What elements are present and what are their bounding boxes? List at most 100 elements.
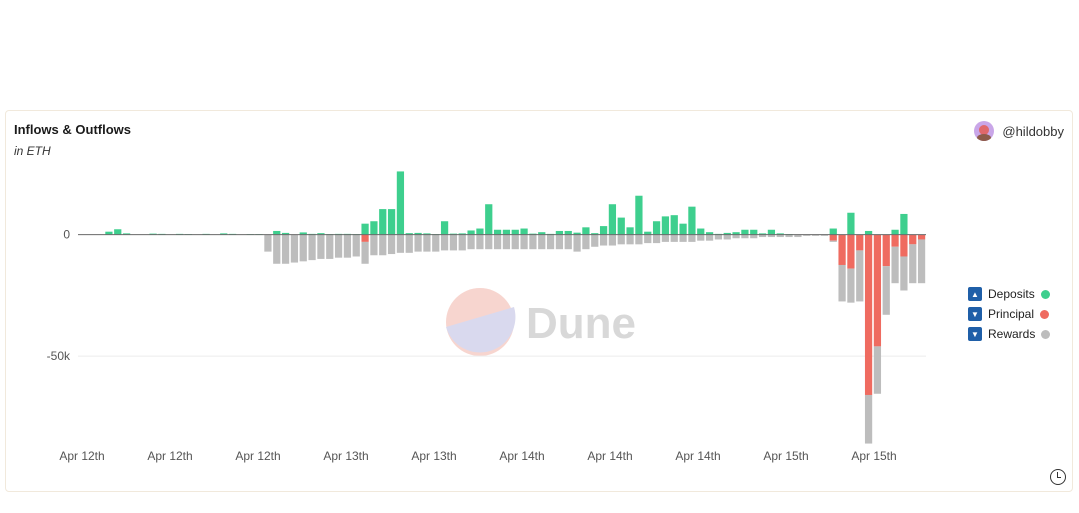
- bar-rewards: [334, 234, 343, 258]
- bar-rewards: [352, 234, 360, 257]
- bar-deposits: [273, 230, 281, 235]
- bar-rewards: [343, 234, 352, 258]
- bar-rewards: [264, 234, 272, 252]
- bar-rewards: [414, 234, 422, 252]
- bar-rewards: [467, 234, 475, 250]
- bar-rewards: [811, 234, 820, 236]
- bar-rewards: [370, 234, 378, 256]
- bar-deposits: [582, 227, 590, 235]
- x-tick-label: Apr 12th: [59, 449, 104, 463]
- bar-deposits: [564, 230, 572, 235]
- bar-rewards: [396, 234, 405, 253]
- bar-rewards: [573, 234, 581, 252]
- bar-deposits: [591, 233, 599, 235]
- bar-rewards: [873, 346, 882, 394]
- bar-principal: [882, 234, 890, 267]
- bar-rewards: [290, 234, 299, 263]
- legend-swatch: [1040, 309, 1050, 319]
- bar-rewards: [635, 234, 643, 245]
- bar-rewards: [847, 268, 855, 303]
- bar-deposits: [697, 228, 705, 235]
- bar-deposits: [679, 223, 687, 235]
- bar-rewards: [820, 234, 829, 236]
- y-tick-label: -50k: [47, 349, 71, 363]
- bar-rewards: [308, 234, 316, 261]
- bar-deposits: [758, 233, 767, 235]
- bar-rewards: [458, 234, 466, 251]
- bar-rewards: [652, 234, 661, 244]
- bar-rewards: [423, 234, 431, 252]
- bar-principal: [909, 234, 917, 245]
- bar-rewards: [758, 234, 767, 238]
- bar-rewards: [591, 234, 599, 247]
- bar-deposits: [864, 230, 873, 235]
- bar-principal: [829, 234, 837, 241]
- bar-deposits: [476, 228, 484, 235]
- chart-card: Inflows & Outflows in ETH @hildobby Dune…: [5, 110, 1073, 492]
- legend-item-principal[interactable]: ▼ Principal: [968, 304, 1050, 324]
- bar-rewards: [679, 234, 687, 242]
- bar-rewards: [476, 234, 484, 250]
- bar-deposits: [900, 213, 908, 235]
- bar-chart: Dune 0 -50k Apr 12th Apr 12th Apr 12th Apr 13t…: [47, 171, 926, 463]
- bar-deposits: [829, 228, 837, 235]
- bar-principal: [864, 234, 873, 395]
- bar-deposits: [387, 209, 396, 235]
- bar-deposits: [440, 221, 449, 235]
- bar-principal: [917, 234, 926, 240]
- bar-deposits: [847, 212, 855, 235]
- legend-swatch: [1041, 329, 1051, 339]
- bar-deposits: [361, 223, 369, 235]
- bar-rewards: [387, 234, 396, 255]
- bar-deposits: [741, 229, 749, 235]
- bar-deposits: [750, 229, 758, 235]
- bar-principal: [856, 234, 864, 251]
- bar-deposits: [511, 229, 519, 235]
- bar-rewards: [661, 234, 670, 242]
- bar-rewards: [803, 234, 811, 236]
- bar-rewards: [705, 234, 714, 241]
- x-tick-label: Apr 13th: [411, 449, 456, 463]
- bar-rewards: [697, 234, 705, 241]
- bar-deposits: [467, 230, 475, 235]
- bar-rewards: [732, 234, 740, 239]
- bar-rewards: [617, 234, 625, 245]
- watermark-text: Dune: [526, 299, 636, 348]
- clock-icon[interactable]: [1050, 469, 1066, 485]
- x-tick-label: Apr 14th: [499, 449, 544, 463]
- bar-rewards: [714, 234, 723, 240]
- bar-deposits: [114, 229, 122, 235]
- bar-rewards: [273, 234, 281, 264]
- bar-rewards: [909, 244, 917, 284]
- bar-rewards: [529, 234, 537, 250]
- bar-rewards: [917, 239, 926, 284]
- bar-deposits: [379, 209, 387, 235]
- arrow-down-icon[interactable]: ▼: [968, 307, 982, 321]
- bar-rewards: [750, 234, 758, 239]
- bar-rewards: [546, 234, 555, 250]
- legend-item-rewards[interactable]: ▼ Rewards: [968, 324, 1051, 344]
- bar-deposits: [644, 231, 652, 235]
- bar-rewards: [379, 234, 387, 256]
- author-link[interactable]: @hildobby: [974, 121, 1064, 141]
- x-tick-label: Apr 14th: [587, 449, 632, 463]
- bar-rewards: [599, 234, 608, 246]
- arrow-up-icon[interactable]: ▲: [968, 287, 982, 301]
- bar-rewards: [520, 234, 528, 250]
- bar-principal: [361, 234, 369, 242]
- bar-rewards: [891, 246, 899, 284]
- bar-rewards: [493, 234, 502, 250]
- bar-rewards: [555, 234, 564, 250]
- bar-rewards: [608, 234, 617, 246]
- bar-rewards: [785, 234, 793, 238]
- bar-deposits: [485, 204, 493, 235]
- legend-label: Deposits: [988, 287, 1035, 301]
- bar-deposits: [317, 233, 325, 235]
- author-name: @hildobby: [1002, 123, 1064, 139]
- bar-deposits: [573, 232, 581, 235]
- bar-deposits: [776, 233, 784, 235]
- arrow-down-icon[interactable]: ▼: [968, 327, 982, 341]
- bar-rewards: [317, 234, 325, 259]
- legend-item-deposits[interactable]: ▲ Deposits: [968, 284, 1050, 304]
- legend-label: Principal: [988, 307, 1035, 321]
